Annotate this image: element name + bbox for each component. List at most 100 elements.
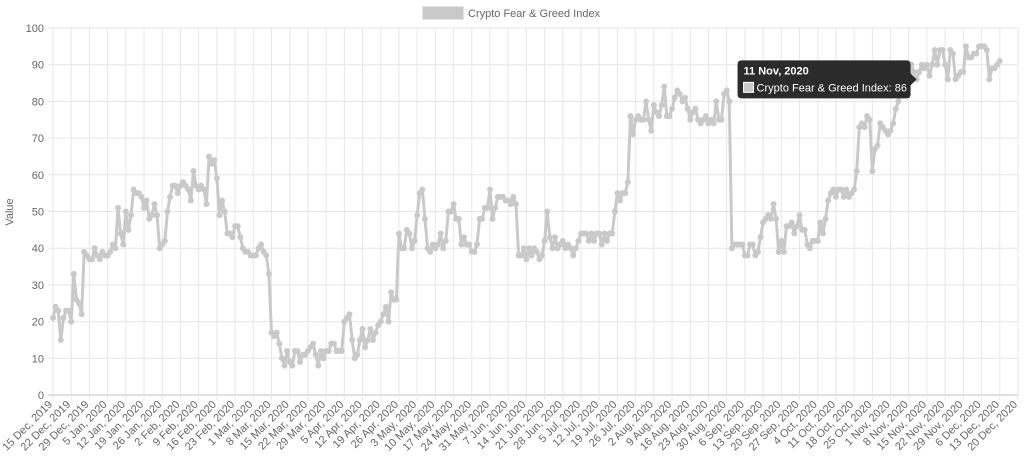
data-point[interactable] (265, 270, 272, 277)
data-point[interactable] (713, 98, 720, 105)
data-point[interactable] (960, 69, 967, 76)
data-point[interactable] (650, 102, 657, 109)
data-point[interactable] (161, 237, 168, 244)
data-point[interactable] (200, 186, 207, 193)
data-point[interactable] (892, 105, 899, 112)
data-point[interactable] (362, 344, 369, 351)
data-point[interactable] (115, 204, 122, 211)
data-point[interactable] (770, 201, 777, 208)
data-point[interactable] (143, 197, 150, 204)
data-point[interactable] (492, 204, 499, 211)
data-point[interactable] (851, 186, 858, 193)
legend[interactable]: Crypto Fear & Greed Index (422, 6, 601, 20)
data-point[interactable] (986, 76, 993, 83)
data-point[interactable] (458, 241, 465, 248)
data-point[interactable] (57, 336, 64, 343)
data-point[interactable] (276, 340, 283, 347)
data-point[interactable] (273, 329, 280, 336)
data-point[interactable] (172, 182, 179, 189)
data-point[interactable] (775, 248, 782, 255)
data-point[interactable] (284, 347, 291, 354)
data-point[interactable] (559, 237, 566, 244)
data-point[interactable] (796, 212, 803, 219)
data-point[interactable] (983, 47, 990, 54)
data-point[interactable] (289, 362, 296, 369)
data-point[interactable] (739, 241, 746, 248)
data-point[interactable] (682, 94, 689, 101)
data-point[interactable] (567, 245, 574, 252)
data-point[interactable] (187, 197, 194, 204)
data-point[interactable] (437, 230, 444, 237)
data-point[interactable] (359, 325, 366, 332)
data-point[interactable] (377, 318, 384, 325)
data-point[interactable] (252, 252, 259, 259)
data-point[interactable] (455, 215, 462, 222)
data-point[interactable] (757, 234, 764, 241)
data-point[interactable] (154, 212, 161, 219)
data-point[interactable] (658, 102, 665, 109)
data-point[interactable] (710, 120, 717, 127)
data-point[interactable] (838, 186, 845, 193)
data-point[interactable] (874, 142, 881, 149)
data-point[interactable] (661, 83, 668, 90)
data-point[interactable] (512, 201, 519, 208)
data-point[interactable] (229, 234, 236, 241)
data-point[interactable] (466, 241, 473, 248)
data-point[interactable] (843, 186, 850, 193)
data-point[interactable] (778, 237, 785, 244)
data-point[interactable] (749, 241, 756, 248)
data-point[interactable] (996, 58, 1003, 65)
data-point[interactable] (68, 318, 75, 325)
data-point[interactable] (434, 241, 441, 248)
data-point[interactable] (773, 215, 780, 222)
data-point[interactable] (822, 215, 829, 222)
data-point[interactable] (973, 50, 980, 57)
data-point[interactable] (442, 237, 449, 244)
data-point[interactable] (767, 215, 774, 222)
data-point[interactable] (962, 43, 969, 50)
data-point[interactable] (96, 256, 103, 263)
data-point[interactable] (78, 311, 85, 318)
data-point[interactable] (526, 245, 532, 252)
data-point[interactable] (895, 98, 902, 105)
data-point[interactable] (484, 204, 491, 211)
data-point[interactable] (297, 358, 304, 365)
data-point[interactable] (219, 197, 226, 204)
data-point[interactable] (702, 113, 709, 120)
data-point[interactable] (546, 234, 553, 241)
data-point[interactable] (929, 61, 936, 68)
data-point[interactable] (312, 351, 319, 358)
data-point[interactable] (923, 61, 930, 68)
data-point[interactable] (354, 351, 361, 358)
data-point[interactable] (910, 69, 917, 76)
data-point[interactable] (609, 230, 616, 237)
data-point[interactable] (585, 237, 592, 244)
data-point[interactable] (364, 336, 371, 343)
data-point[interactable] (544, 208, 551, 215)
data-point[interactable] (174, 190, 181, 197)
data-point[interactable] (479, 215, 486, 222)
data-point[interactable] (148, 212, 155, 219)
data-point[interactable] (128, 212, 135, 219)
data-point[interactable] (528, 252, 535, 259)
data-point[interactable] (630, 131, 637, 138)
data-point[interactable] (447, 208, 454, 215)
data-point[interactable] (866, 116, 873, 123)
data-point[interactable] (213, 175, 220, 182)
data-point[interactable] (533, 248, 540, 255)
data-point[interactable] (427, 248, 434, 255)
data-point[interactable] (117, 230, 124, 237)
data-point[interactable] (624, 179, 631, 186)
data-point[interactable] (869, 168, 876, 175)
data-point[interactable] (601, 230, 608, 237)
data-point[interactable] (369, 336, 376, 343)
data-point[interactable] (549, 245, 556, 252)
data-point[interactable] (294, 347, 301, 354)
data-point[interactable] (408, 245, 415, 252)
data-point[interactable] (788, 219, 795, 226)
data-point[interactable] (591, 237, 598, 244)
data-point[interactable] (572, 245, 579, 252)
data-point[interactable] (539, 252, 545, 259)
data-point[interactable] (125, 226, 132, 233)
data-point[interactable] (510, 193, 517, 200)
